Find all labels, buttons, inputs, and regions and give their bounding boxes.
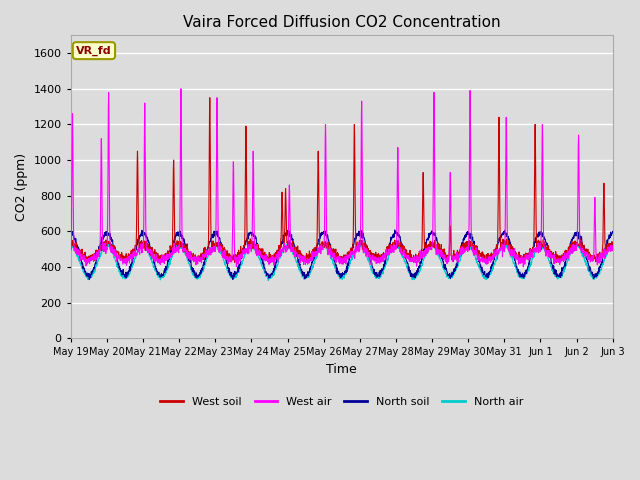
X-axis label: Time: Time [326,363,357,376]
Y-axis label: CO2 (ppm): CO2 (ppm) [15,153,28,221]
Text: VR_fd: VR_fd [76,46,112,56]
Legend: West soil, West air, North soil, North air: West soil, West air, North soil, North a… [156,392,527,411]
Title: Vaira Forced Diffusion CO2 Concentration: Vaira Forced Diffusion CO2 Concentration [183,15,500,30]
